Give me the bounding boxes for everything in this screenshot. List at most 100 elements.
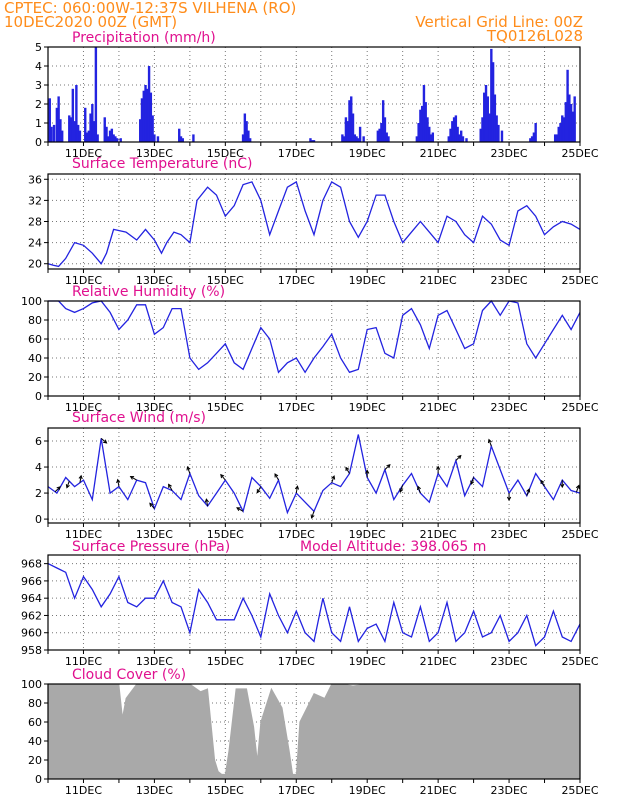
wind-arrow-shaft (168, 484, 173, 491)
x-tick-label: 19DEC (349, 147, 386, 160)
precip-bar (247, 130, 250, 142)
wind-arrow-shaft (256, 486, 262, 493)
panel-frame (47, 683, 581, 780)
x-tick-label: 15DEC (207, 274, 244, 287)
wind-arrow-head (294, 485, 300, 490)
wind-arrow-head (168, 483, 172, 488)
wind-arrow-head (386, 463, 391, 469)
wind-arrow-head (78, 474, 83, 480)
precip-bar (353, 134, 356, 142)
panel-wind: Surface Wind (m/s) 0 2 4 6 11DEC 13DEC 15DEC 17D… (35, 410, 599, 541)
x-tick-label: 23DEC (491, 147, 528, 160)
wind-arrow (560, 480, 565, 489)
x-tick-label: 19DEC (349, 655, 386, 668)
y-tick-label: 80 (28, 697, 42, 710)
wind-arrow (100, 438, 108, 444)
series-line (48, 299, 581, 374)
x-tick-label: 17DEC (278, 528, 315, 541)
precip-bar (378, 128, 381, 142)
meteogram-panels: Precipitation (mm/h) 0 1 2 3 4 5 11DEC 13DEC 15DE… (21, 30, 599, 797)
precip-bar (454, 115, 458, 142)
panel-pressure: Surface Pressure (hPa) Model Altitude: 39… (21, 539, 599, 668)
precip-bar (385, 132, 388, 142)
precip-bar (156, 136, 160, 142)
precip-bar (248, 138, 252, 142)
wind-arrow (274, 473, 279, 481)
precip-bar (142, 90, 145, 142)
y-tick-label: 3 (35, 79, 42, 92)
wind-arrow-head (236, 507, 241, 512)
wind-arrow-shaft (187, 466, 191, 474)
wind-arrow-head (256, 489, 261, 494)
wind-arrow (470, 477, 475, 486)
x-tick-label: 11DEC (65, 274, 102, 287)
x-tick-label: 25DEC (561, 655, 598, 668)
precip-bar (573, 96, 576, 142)
precip-bar (380, 123, 383, 142)
precip-bar (564, 102, 568, 142)
x-tick-label: 23DEC (491, 274, 528, 287)
x-tick-label: 25DEC (561, 528, 598, 541)
wind-arrow (416, 485, 421, 494)
precip-bar (48, 98, 51, 142)
y-tick-label: 958 (21, 644, 42, 657)
y-tick-label: 0 (35, 773, 42, 786)
panel-title: Surface Temperature (nC) (72, 156, 253, 172)
x-tick-label: 13DEC (136, 401, 173, 414)
precip-bar (566, 69, 569, 142)
x-tick-label: 21DEC (420, 274, 457, 287)
precip-bar (483, 92, 486, 142)
wind-arrow (540, 479, 545, 487)
wind-arrow-shaft (220, 474, 226, 481)
wind-arrow (384, 463, 391, 470)
precip-bar (417, 123, 420, 142)
wind-arrow-head (116, 478, 121, 484)
precip-bar (420, 105, 424, 142)
x-tick-label: 21DEC (420, 528, 457, 541)
cloud-area (47, 683, 581, 780)
precip-bar (149, 92, 153, 142)
precip-bar (57, 96, 60, 142)
x-tick-label: 17DEC (278, 655, 315, 668)
precip-bar (110, 128, 114, 142)
precip-bar (108, 130, 112, 142)
precip-bar (140, 98, 144, 142)
panel-frame (47, 554, 581, 651)
y-tick-label: 4 (35, 60, 42, 73)
precip-bar (429, 134, 433, 142)
wind-arrow-head (399, 488, 404, 493)
precip-bar (350, 96, 353, 142)
x-tick-label: 21DEC (420, 655, 457, 668)
precip-bar (415, 136, 419, 142)
y-tick-label: 2 (35, 98, 42, 111)
wind-arrow-head (365, 469, 370, 474)
wind-arrow-shaft (66, 480, 70, 488)
wind-arrow (526, 488, 531, 496)
wind-arrow-shaft (311, 511, 315, 519)
y-tick-label: 962 (21, 609, 42, 622)
precip-bar (568, 94, 571, 142)
y-tick-label: 5 (35, 41, 42, 54)
precip-bar (387, 136, 390, 142)
y-tick-label: 960 (21, 627, 42, 640)
precip-bar (357, 138, 360, 142)
panel-cloud: Cloud Cover (%) 0 20 40 60 80 100 11DEC 13DEC 15D… (21, 667, 599, 797)
precip-bar (557, 126, 560, 142)
precip-bar (428, 126, 431, 142)
panel-temperature: Surface Temperature (nC) 20 24 28 32 36 11DEC 1… (28, 156, 599, 287)
wind-arrow (204, 498, 209, 507)
x-tick-label: 11DEC (65, 655, 102, 668)
precip-bar (484, 85, 488, 142)
wind-arrow-head (540, 479, 545, 485)
wind-arrow (186, 465, 191, 474)
panel-frame (47, 173, 581, 270)
y-tick-label: 1 (35, 117, 42, 130)
precip-bar (68, 115, 71, 142)
series-line (47, 563, 581, 647)
precip-bar (358, 126, 362, 142)
precip-bar (312, 140, 316, 142)
x-tick-label: 13DEC (136, 528, 173, 541)
precip-bar (59, 119, 62, 142)
precip-bar (153, 134, 156, 142)
y-tick-label: 32 (28, 194, 42, 207)
